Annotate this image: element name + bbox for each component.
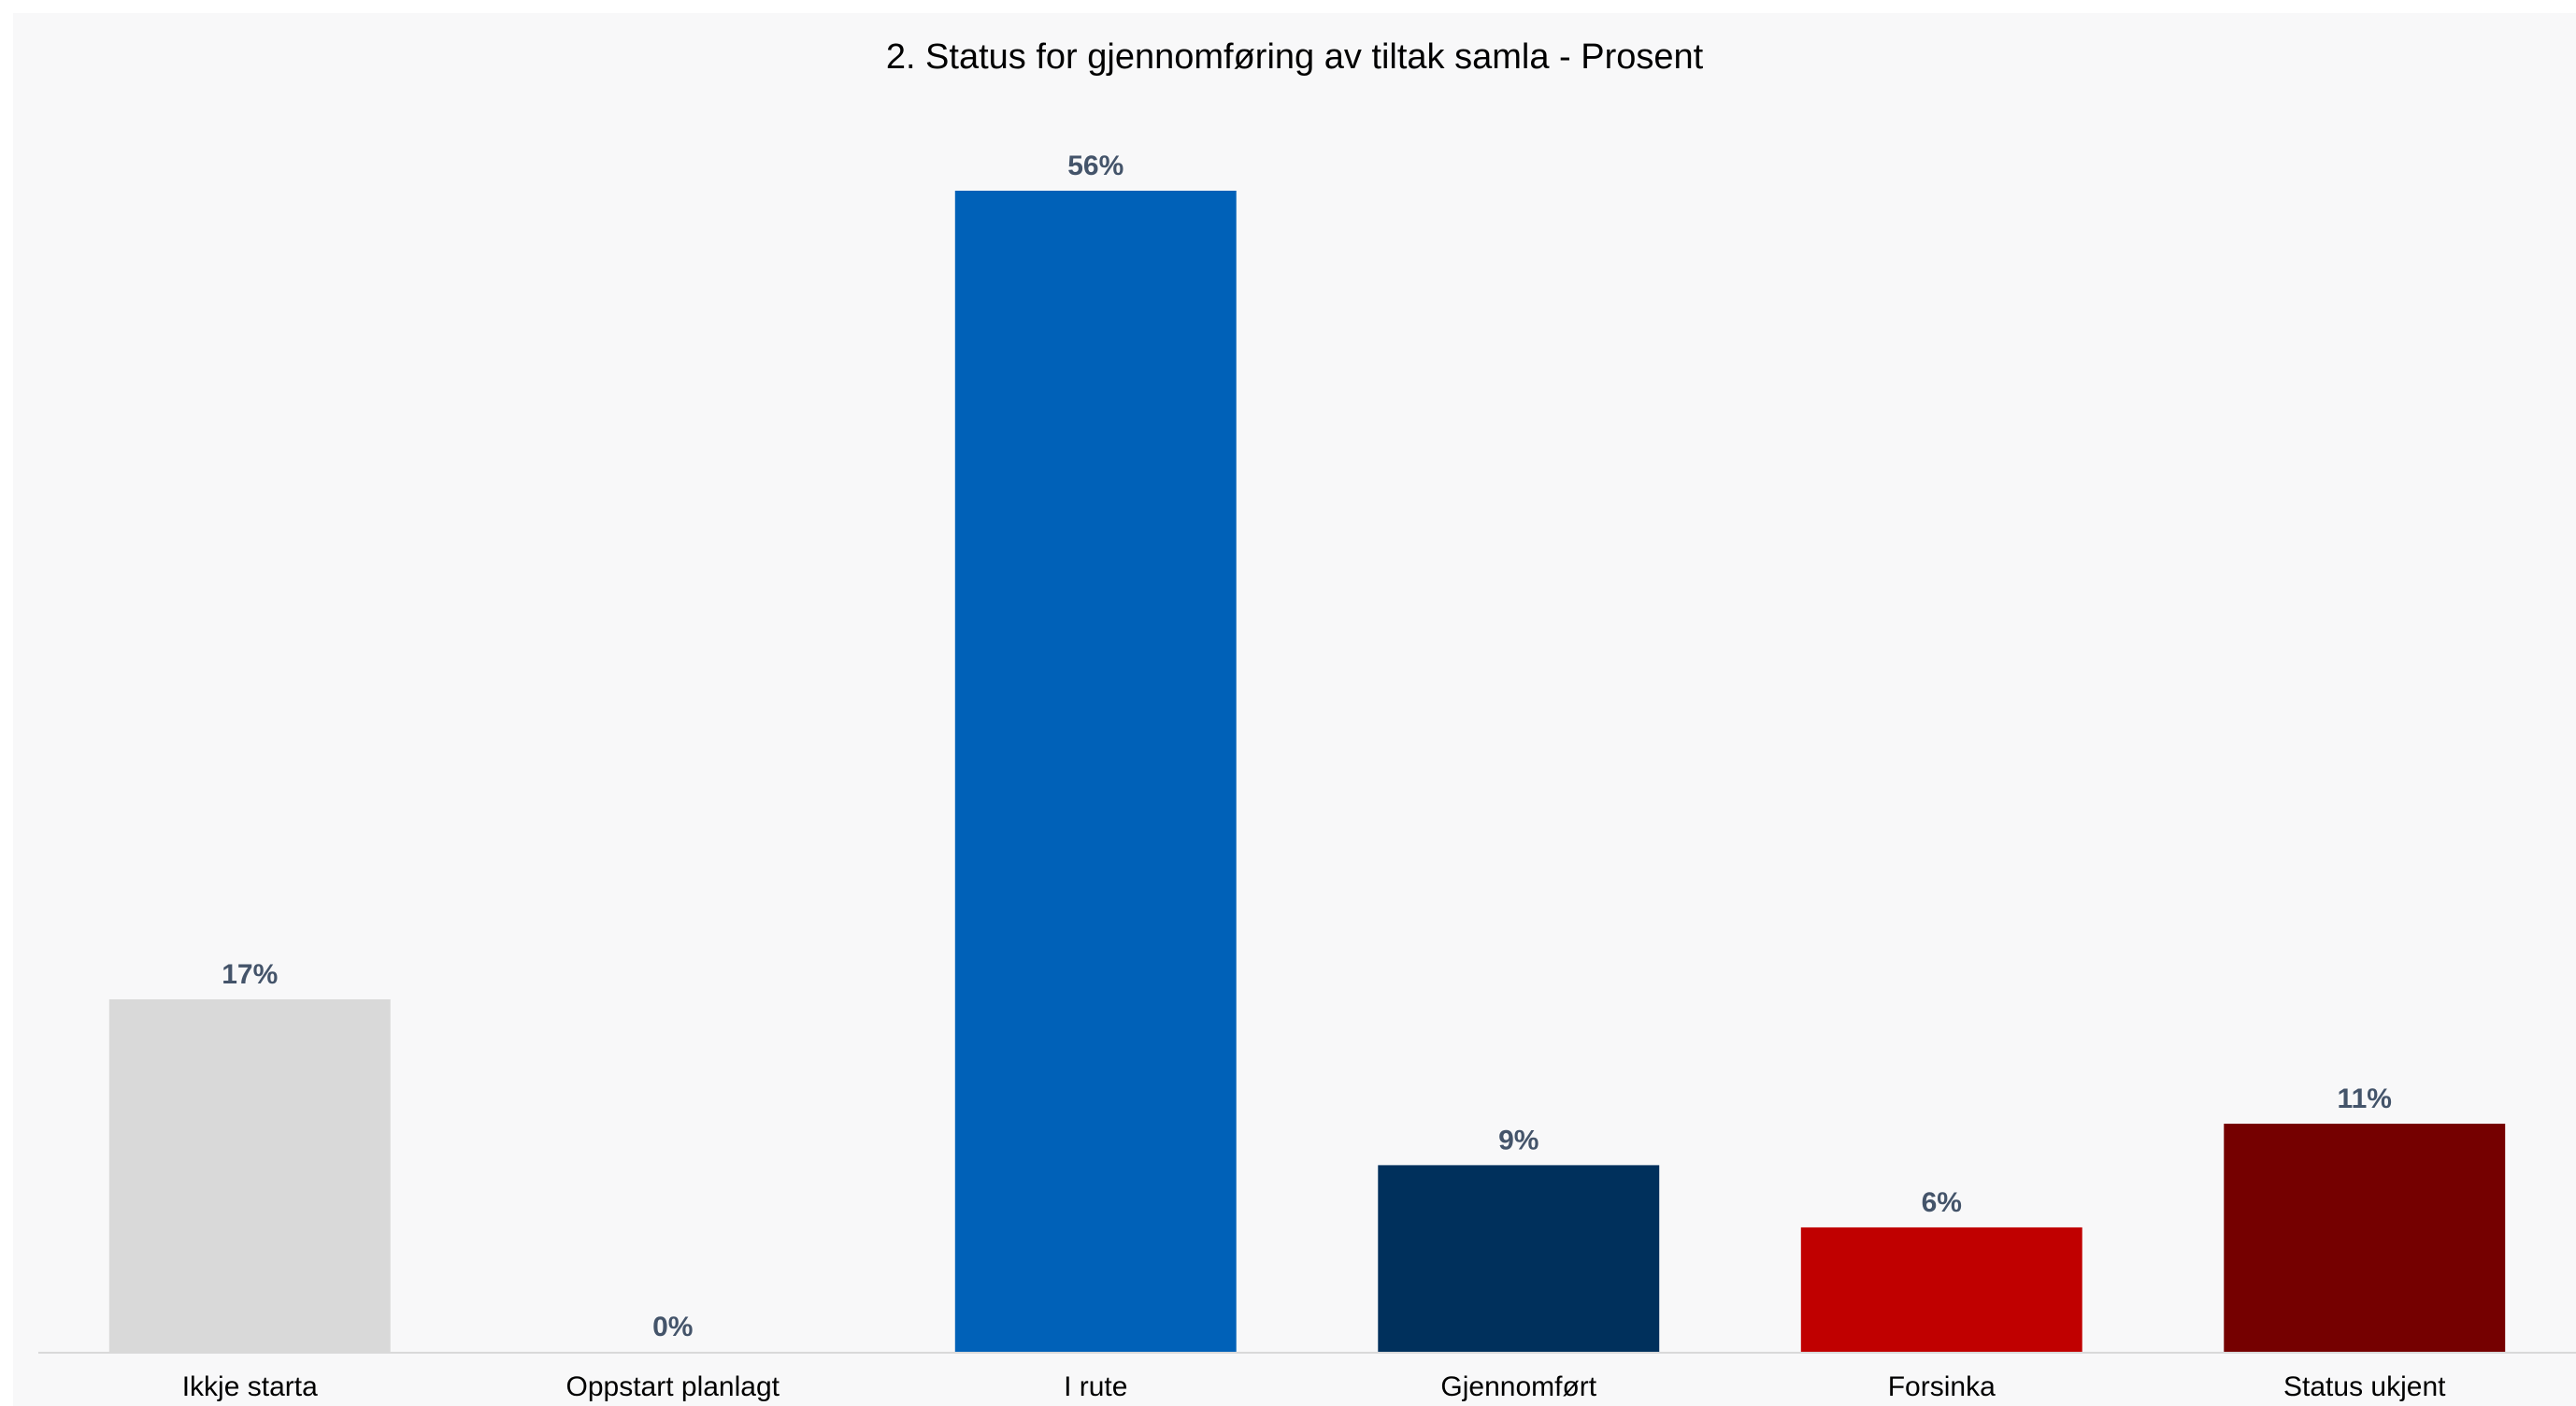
data-label: 0% [652,1312,693,1342]
category-label: Status ukjent [2283,1371,2446,1402]
value-labels-group: 17% 0% 56% 9% 6% 11% [222,151,2392,1342]
bar-chart: 17% 0% 56% 9% 6% 11% Ikkje starta Oppstart pla… [38,151,2576,1402]
data-label: 56% [1067,151,1123,181]
chart-area: 2. Status for gjennomføring av tiltak sa… [13,13,2576,1406]
bars-group [108,191,2506,1352]
category-labels-group: Ikkje starta Oppstart planlagt I rute Gjenn… [182,1371,2446,1402]
bar-status-ukjent [2224,1124,2506,1352]
data-label: 6% [1922,1187,1962,1218]
category-label: I rute [1064,1371,1127,1402]
category-label: Ikkje starta [182,1371,318,1402]
category-label: Forsinka [1888,1371,1996,1402]
data-label: 11% [2338,1083,2392,1114]
data-label: 9% [1498,1125,1538,1155]
category-label: Oppstart planlagt [566,1371,780,1402]
bar-forsinka [1800,1227,2082,1352]
chart-title: 2. Status for gjennomføring av tiltak sa… [885,37,1704,77]
bar-gjennomf-rt [1378,1165,1660,1352]
bar-ikkje-starta [108,998,391,1352]
data-label: 17% [222,959,278,990]
bar-i-rute [954,191,1237,1352]
category-label: Gjennomført [1440,1371,1596,1402]
